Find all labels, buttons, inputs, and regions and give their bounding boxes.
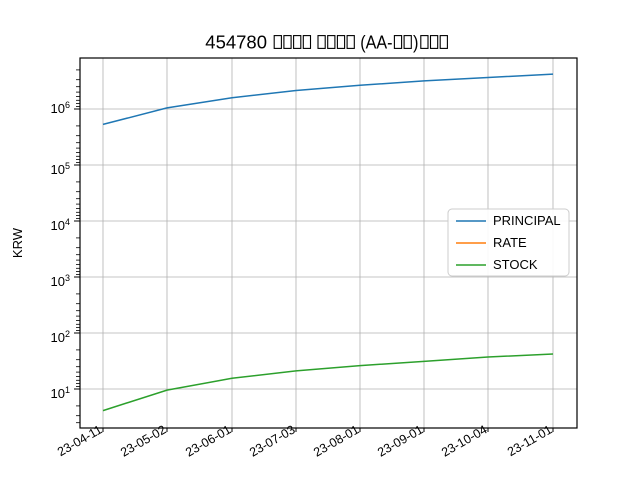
svg-text:PRINCIPAL: PRINCIPAL (493, 213, 561, 228)
svg-text:(AA-: (AA- (360, 31, 392, 52)
svg-text:103: 103 (51, 273, 70, 289)
svg-text:KRW: KRW (10, 227, 25, 258)
svg-text:RATE: RATE (493, 235, 527, 250)
svg-text:104: 104 (51, 217, 70, 233)
svg-text:106: 106 (51, 100, 70, 116)
svg-text:105: 105 (51, 161, 70, 177)
svg-text:454780: 454780 (205, 31, 267, 52)
svg-text:101: 101 (51, 385, 70, 401)
svg-text:102: 102 (51, 329, 70, 345)
svg-text:STOCK: STOCK (493, 257, 538, 272)
svg-text:): ) (413, 31, 419, 52)
